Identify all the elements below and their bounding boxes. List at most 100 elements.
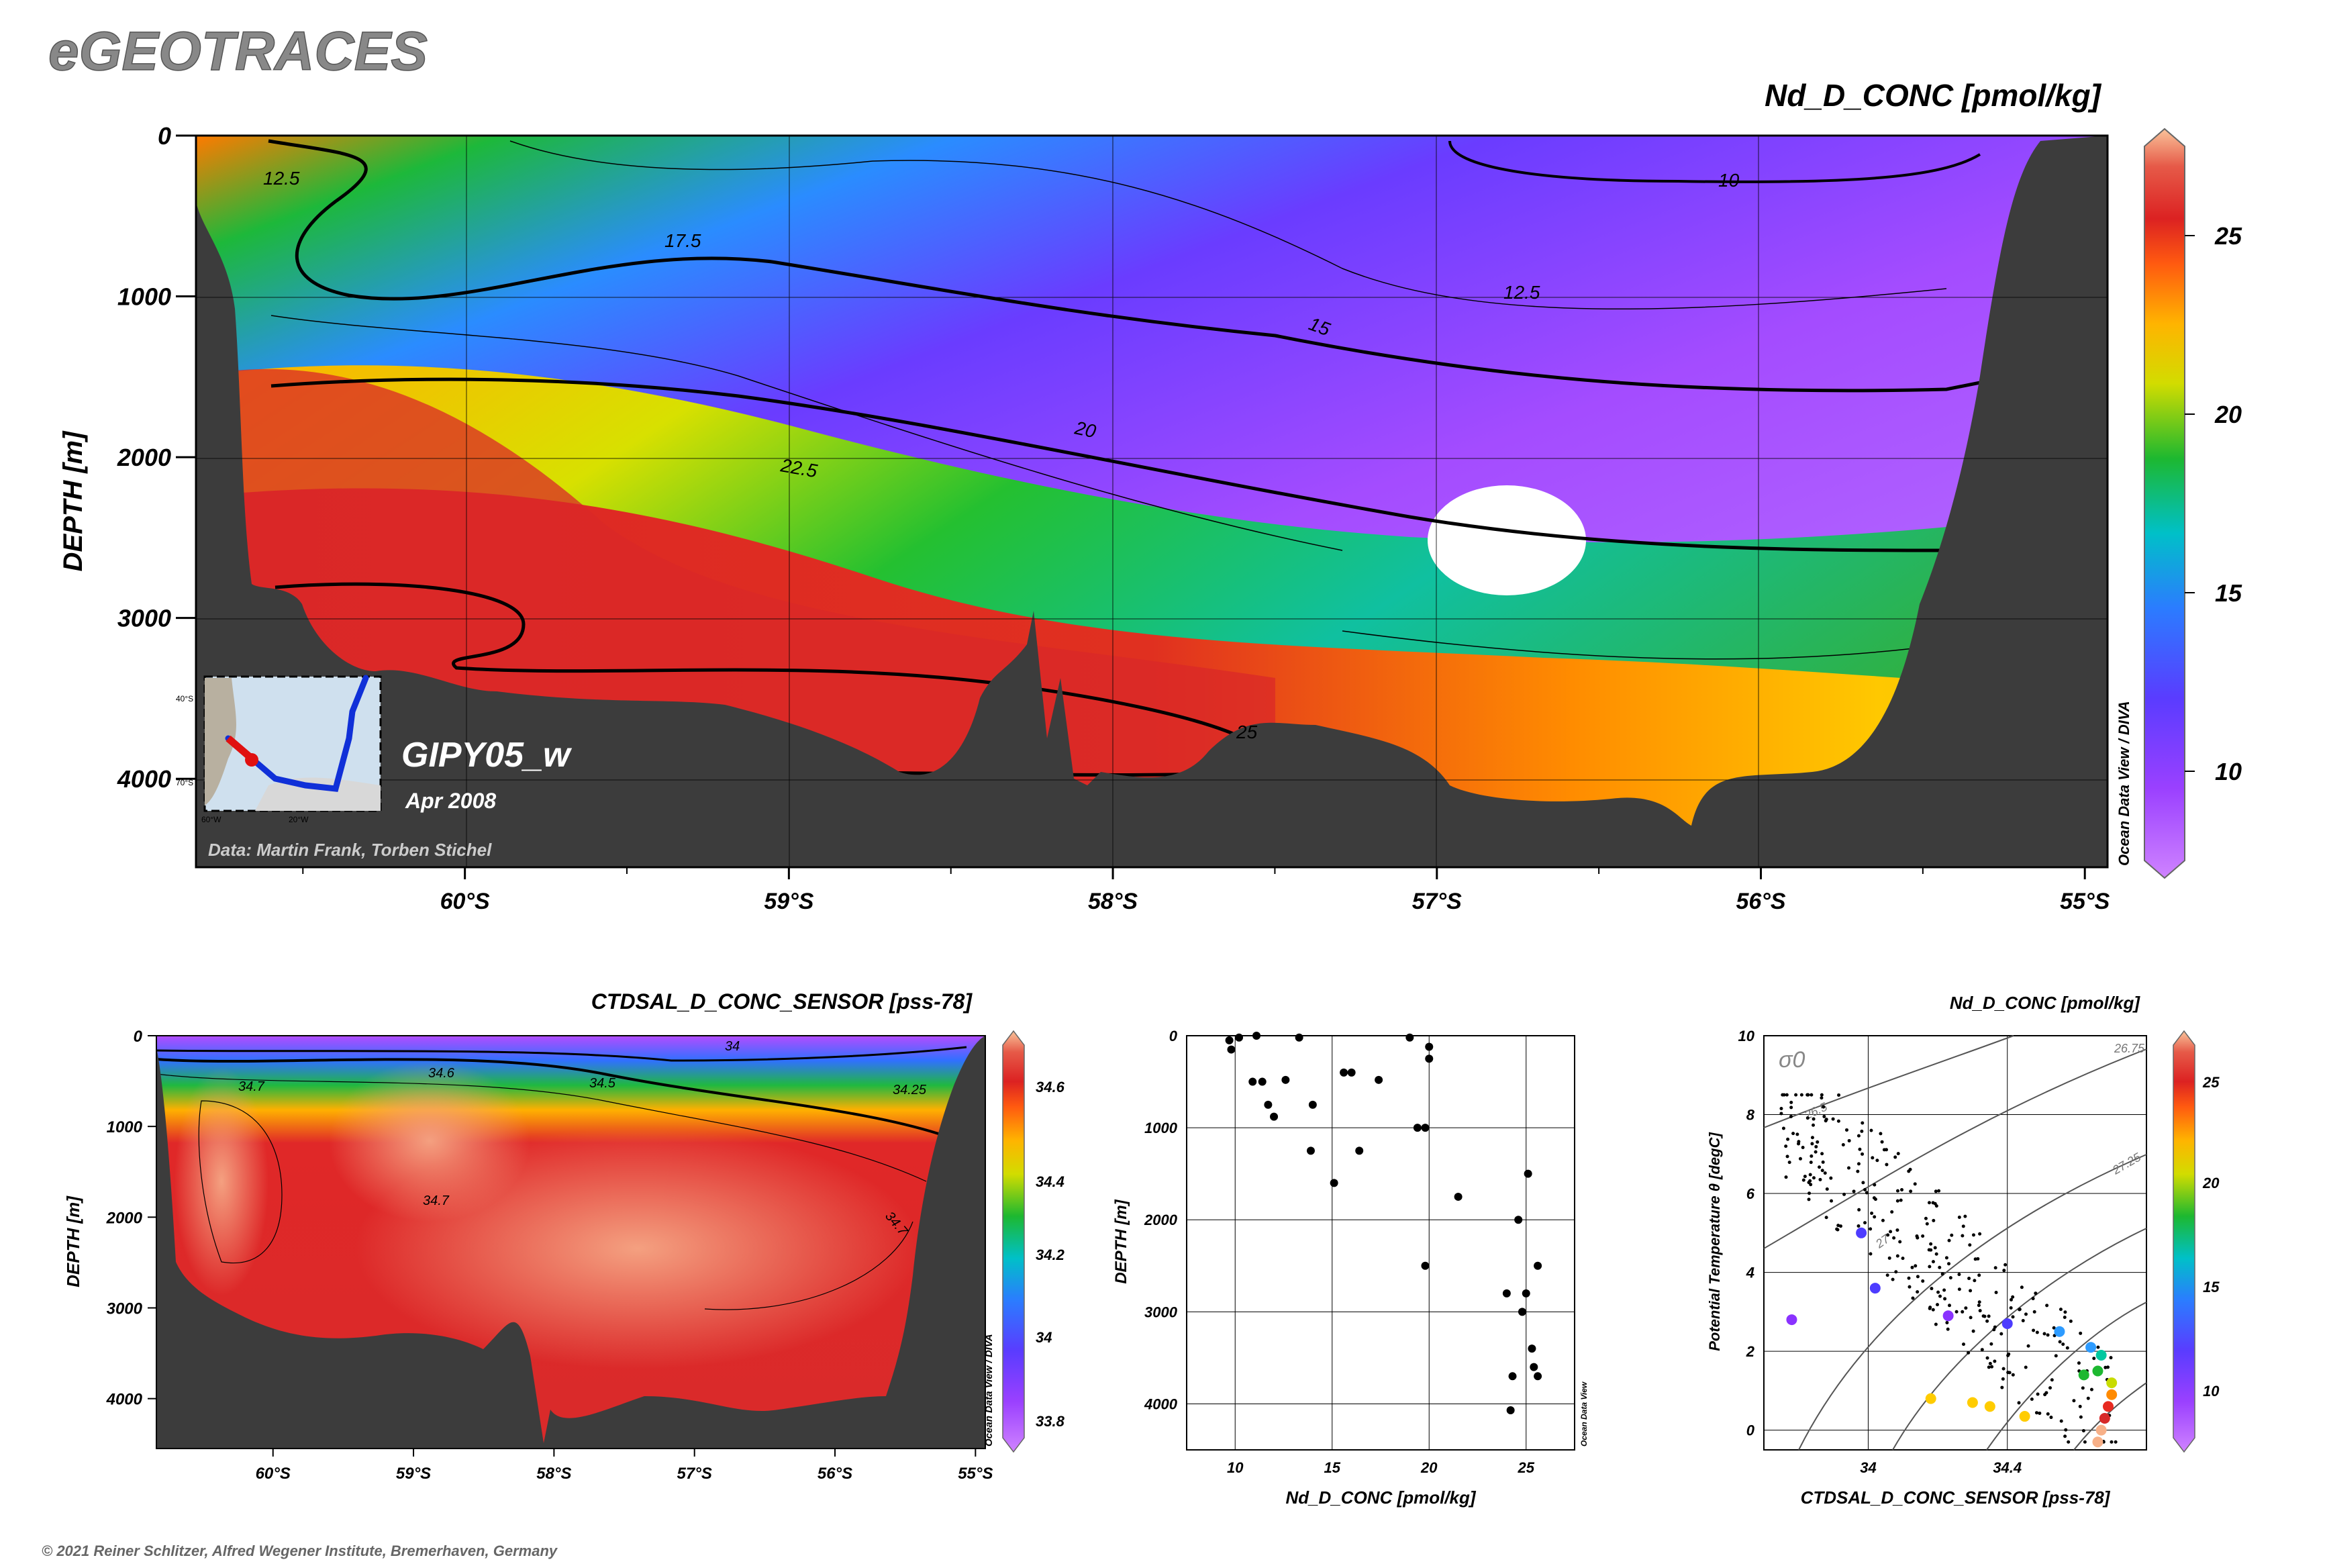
ts-point: [1895, 1254, 1899, 1258]
odv-watermark: Ocean Data View / DIVA: [983, 1334, 995, 1447]
ts-point: [1916, 1236, 1920, 1240]
profile-x-tick-label: 25: [1518, 1459, 1535, 1476]
ts-point: [1820, 1169, 1824, 1173]
main-ylabel: DEPTH [m]: [58, 430, 88, 572]
copyright: © 2021 Reiner Schlitzer, Alfred Wegener …: [42, 1542, 558, 1559]
ts-point: [1936, 1290, 1940, 1294]
ts-point: [1978, 1232, 1982, 1236]
sal-contour-label: 34.5: [589, 1076, 616, 1091]
ts-point: [1899, 1198, 1903, 1202]
salinity-title: CTDSAL_D_CONC_SENSOR [pss-78]: [591, 989, 973, 1014]
profile-point: [1454, 1192, 1463, 1201]
ts-point: [2089, 1387, 2093, 1391]
ts-colored-point: [2103, 1401, 2114, 1412]
ts-point: [2059, 1419, 2063, 1423]
ts-colored-point: [2106, 1377, 2118, 1389]
profile-point: [1355, 1146, 1364, 1155]
sal-contour-34: [156, 1046, 967, 1062]
ts-point: [1786, 1137, 1790, 1141]
ts-point: [1993, 1325, 1997, 1329]
ts-point: [1808, 1191, 1812, 1195]
ts-point: [1822, 1105, 1826, 1109]
profile-xlabel: Nd_D_CONC [pmol/kg]: [1285, 1487, 1476, 1508]
ts-point: [1946, 1327, 1950, 1331]
ts-point: [1901, 1257, 1905, 1261]
ts-point: [1807, 1197, 1811, 1202]
ts-point: [1890, 1210, 1894, 1214]
ts-colored-point: [2095, 1349, 2107, 1361]
ts-y-tick-label: 10: [1738, 1028, 1755, 1044]
main-x-tick-label: 56°S: [1736, 889, 1785, 914]
ts-point: [1787, 1161, 1791, 1165]
ts-point: [2000, 1385, 2004, 1389]
ts-point: [2031, 1297, 2035, 1301]
profile-point: [1421, 1261, 1430, 1270]
main-title: Nd_D_CONC [pmol/kg]: [1765, 78, 2102, 113]
ts-colored-point: [1942, 1310, 1954, 1322]
ts-point: [1934, 1322, 1938, 1326]
salinity-bathymetry: [156, 1036, 985, 1449]
profile-point: [1405, 1033, 1414, 1042]
profile-point: [1308, 1100, 1317, 1109]
ts-point: [1823, 1171, 1827, 1175]
salinity-x-tick-label: 59°S: [396, 1465, 431, 1483]
ts-point: [1820, 1093, 1824, 1097]
ts-point: [1987, 1314, 1991, 1318]
ts-point: [1937, 1189, 1941, 1193]
contour-12-5: [509, 140, 1947, 310]
profile-point: [1340, 1068, 1348, 1077]
ts-point: [1820, 1096, 1824, 1100]
ts-colored-point: [2092, 1436, 2103, 1448]
ts-point: [2092, 1357, 2096, 1361]
date-label: Apr 2008: [405, 789, 496, 813]
isopycnal-label: 26.75: [2114, 1042, 2145, 1055]
ts-point: [2064, 1428, 2068, 1432]
ts-point: [2036, 1392, 2040, 1396]
salinity-ylabel: DEPTH [m]: [63, 1195, 83, 1287]
ts-point: [1856, 1169, 1860, 1173]
ts-point: [1885, 1163, 1889, 1167]
salinity-x-tick-label: 56°S: [818, 1465, 852, 1483]
ts-point: [1895, 1228, 1899, 1232]
ts-point: [2081, 1386, 2085, 1390]
ts-point: [2063, 1434, 2067, 1438]
ts-point: [1871, 1156, 1875, 1160]
ts-colored-point: [2078, 1369, 2089, 1381]
contour-label: 10: [1718, 170, 1740, 191]
main-y-ticks: 0 1000 2000 3000 4000: [117, 122, 196, 793]
salinity-y-tick-label: 3000: [107, 1300, 143, 1318]
ts-point: [2024, 1365, 2028, 1369]
ts-point: [2072, 1399, 2076, 1403]
contour-20: [270, 377, 1947, 552]
ts-point: [1891, 1277, 1895, 1281]
ts-point: [2017, 1401, 2021, 1405]
profile-point: [1514, 1216, 1523, 1224]
profile-scatter-plot: 10 15 20 25 0 1000 2000 3000 4000 Ocean Data Vie…: [1144, 1028, 1589, 1476]
sal-contour-label: 34.6: [428, 1066, 455, 1081]
inset-lat-label: 40°S: [176, 694, 193, 703]
ts-point: [1892, 1236, 1896, 1240]
inset-map: 40°S 70°S 60°W 20°W: [176, 675, 382, 824]
ts-y-tick-label: 0: [1746, 1422, 1755, 1439]
bathymetry-land: [196, 136, 2108, 867]
profile-point: [1306, 1146, 1315, 1155]
ts-point: [1942, 1288, 1946, 1292]
ts-point: [1880, 1140, 1884, 1144]
profile-x-tick-label: 20: [1420, 1459, 1438, 1476]
ts-colorbar-label: 25: [2202, 1074, 2220, 1091]
contour-label: 25: [1236, 722, 1258, 742]
profile-ylabel: DEPTH [m]: [1112, 1199, 1130, 1283]
ts-point: [2038, 1411, 2042, 1415]
salinity-x-ticks: 60°S 59°S 58°S 57°S 56°S 55°S: [256, 1449, 993, 1483]
ts-point: [1869, 1128, 1873, 1132]
ts-point: [1987, 1365, 1991, 1369]
ts-point: [2032, 1310, 2036, 1314]
ts-colored-point: [2099, 1412, 2110, 1424]
ts-point: [1794, 1093, 1798, 1097]
ts-point: [1916, 1275, 1920, 1279]
ts-colorbar-label: 20: [2202, 1175, 2220, 1191]
profile-y-tick-label: 1000: [1144, 1120, 1178, 1136]
ts-point: [1989, 1342, 1993, 1346]
ts-point: [1988, 1361, 1992, 1365]
ts-point: [1801, 1178, 1805, 1182]
